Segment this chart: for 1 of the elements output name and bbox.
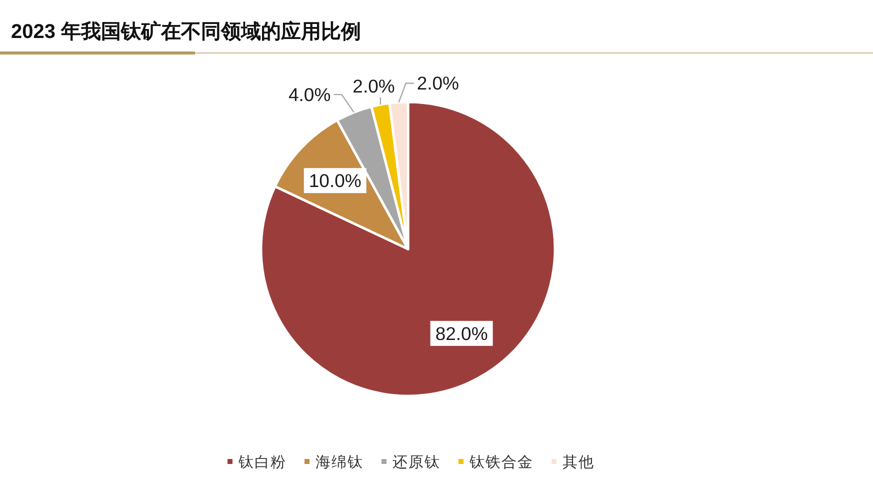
title: 2023 年我国钛矿在不同领域的应用比例 xyxy=(11,21,362,43)
